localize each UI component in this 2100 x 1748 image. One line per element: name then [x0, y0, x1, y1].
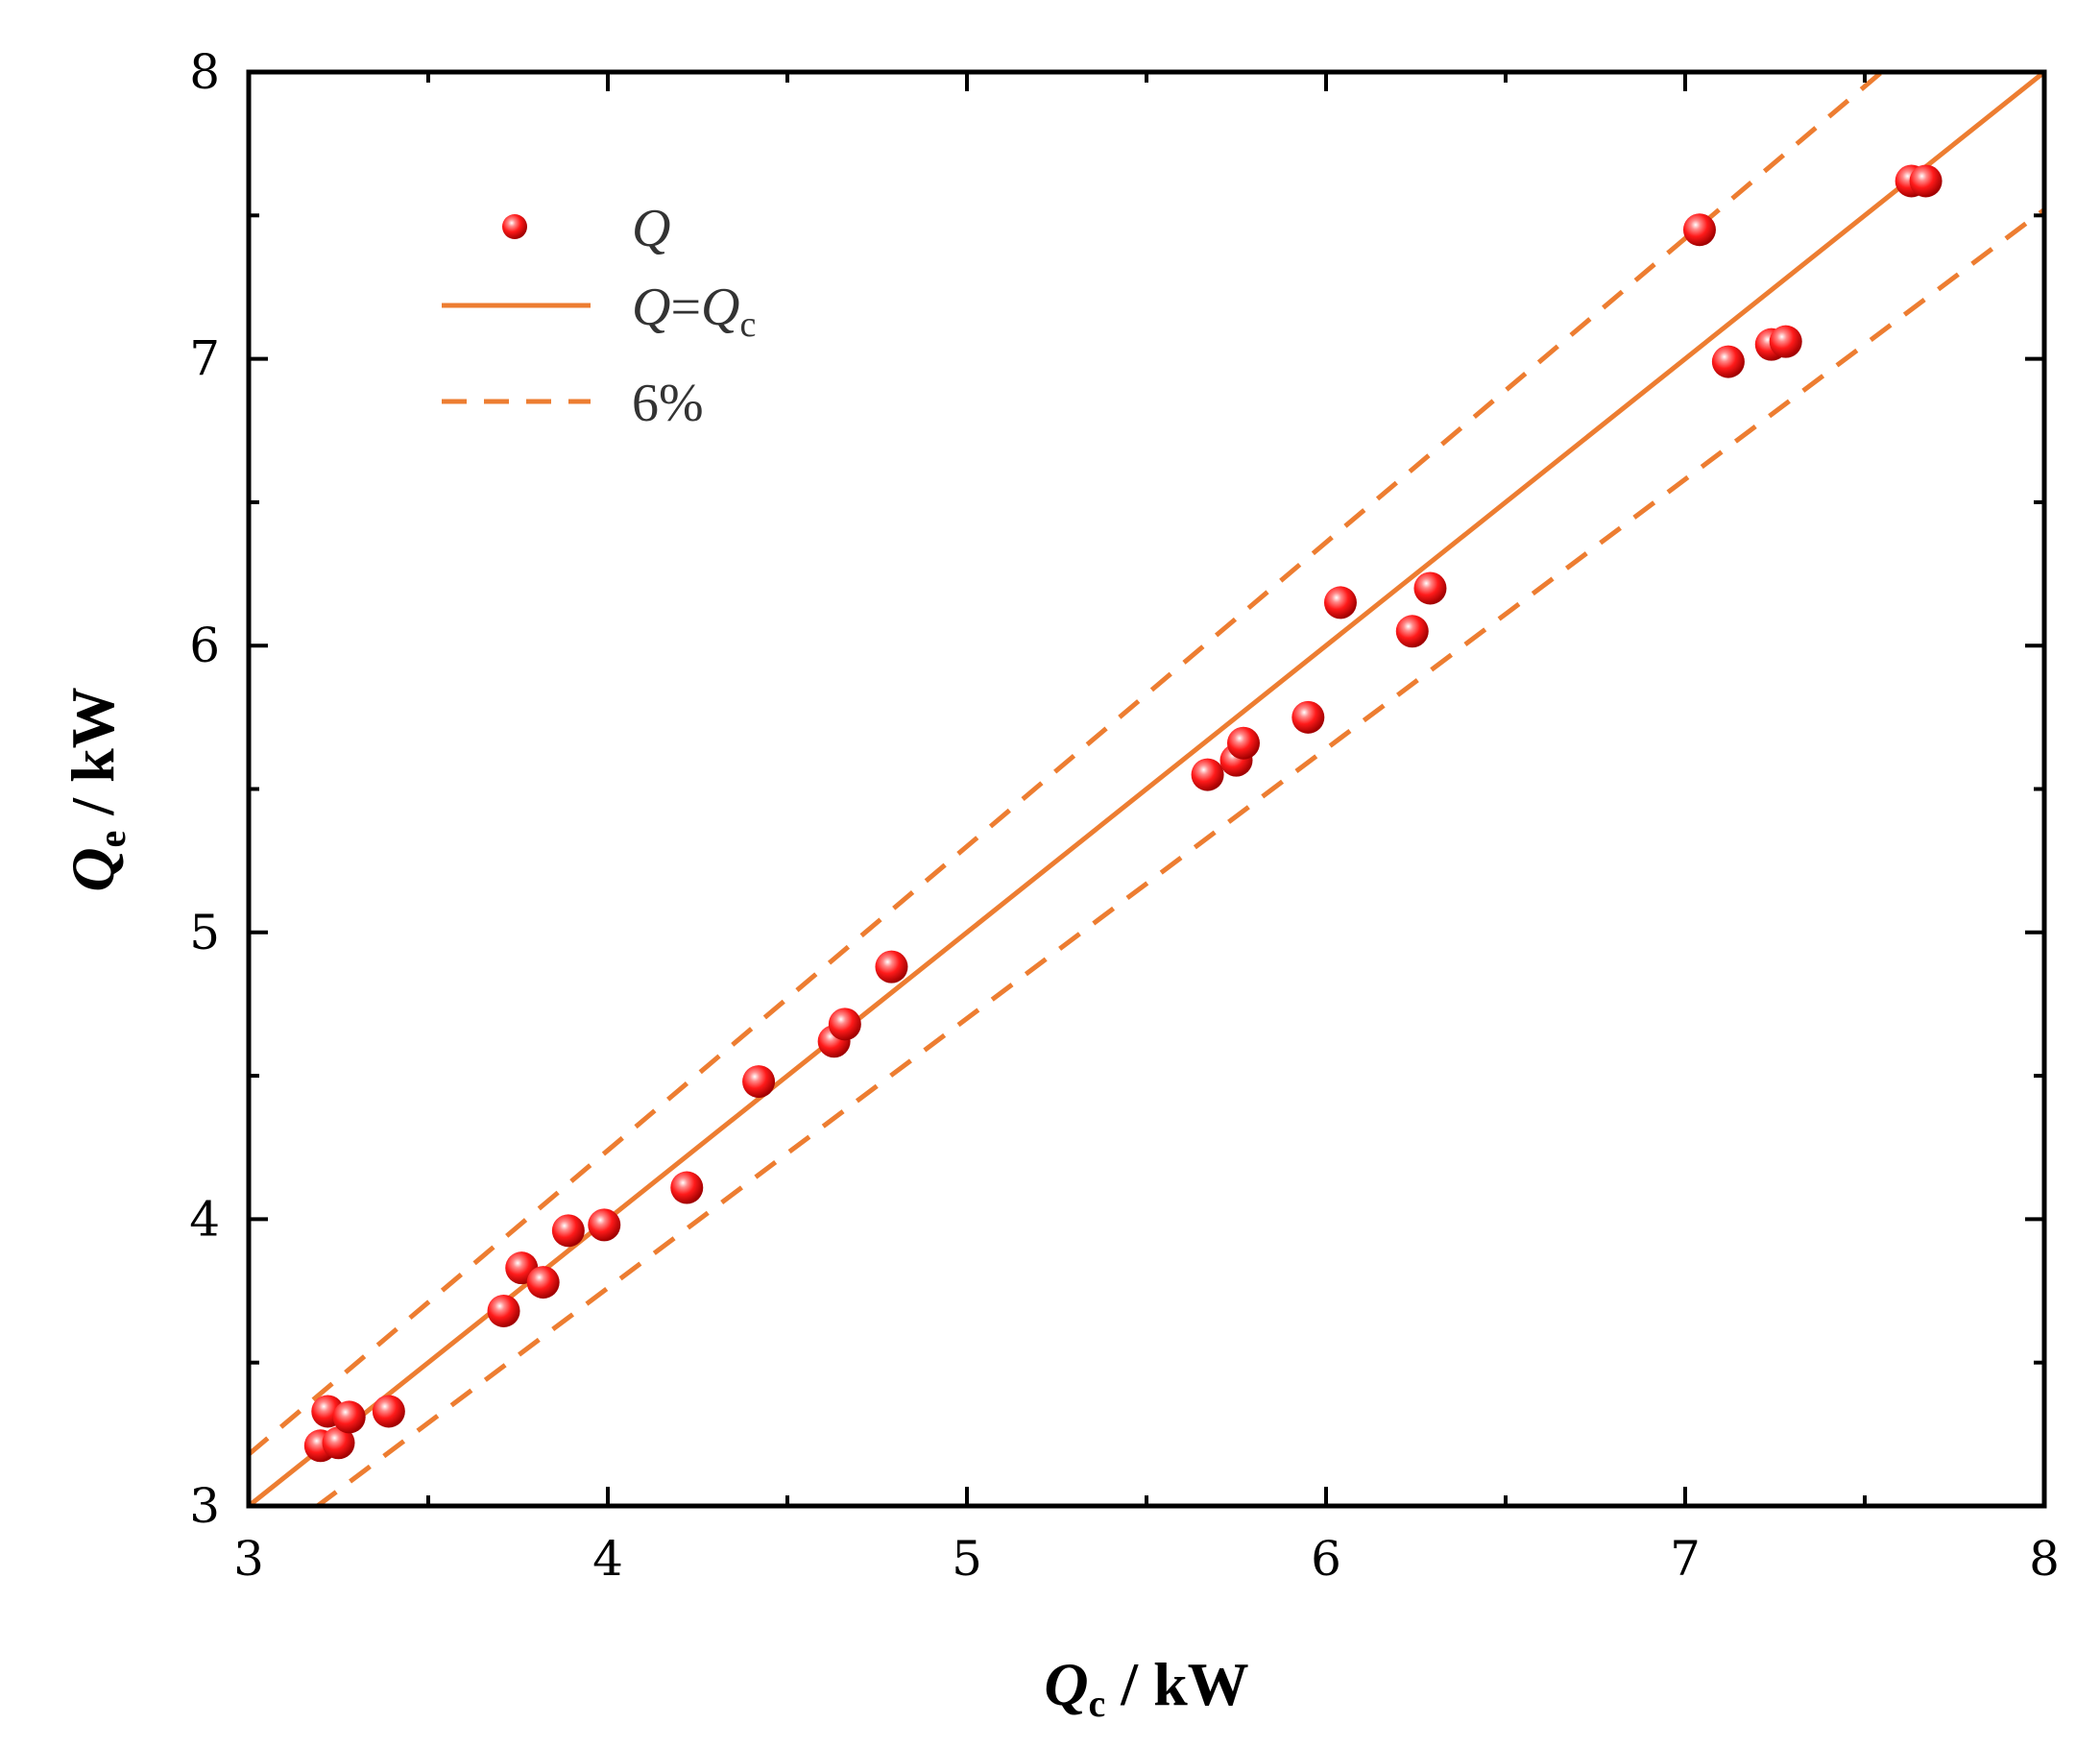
data-point-9: [551, 1214, 585, 1248]
legend-label-q-equals-qc: Q=Qc: [632, 278, 756, 345]
y-tick-label: 7: [189, 331, 220, 387]
legend-label-q: Q: [632, 199, 670, 258]
legend: Q Q=Qc 6%: [442, 199, 756, 433]
axes: 3 4 5 6 7 8 3 4 5 6 7 8: [189, 44, 2060, 1587]
data-point-22: [1413, 571, 1447, 605]
legend-label-6-percent: 6%: [632, 374, 704, 433]
data-point-10: [588, 1208, 621, 1242]
data-point-6: [487, 1294, 520, 1327]
y-tick-label: 6: [189, 618, 220, 673]
x-tick-label: 4: [592, 1531, 623, 1587]
data-point-16: [1191, 758, 1224, 791]
legend-marker-icon: [502, 214, 527, 239]
data-point-4: [332, 1400, 366, 1434]
data-point-19: [1291, 700, 1325, 734]
data-point-26: [1769, 325, 1802, 358]
x-tick-label: 5: [952, 1531, 982, 1587]
data-point-12: [742, 1065, 776, 1099]
data-point-23: [1682, 213, 1716, 247]
data-point-11: [670, 1171, 704, 1204]
data-point-8: [526, 1266, 560, 1299]
x-tick-label: 3: [233, 1531, 264, 1587]
data-point-20: [1323, 586, 1357, 619]
data-point-24: [1711, 345, 1745, 378]
identity-line: [249, 72, 2044, 1506]
x-axis-title: Qc / kW: [1044, 1650, 1248, 1725]
y-tick-label: 4: [189, 1191, 220, 1247]
data-point-14: [828, 1008, 861, 1041]
data-point-3: [322, 1426, 355, 1460]
data-point-28: [1909, 164, 1943, 198]
x-tick-label: 7: [1670, 1531, 1701, 1587]
x-tick-label: 6: [1311, 1531, 1341, 1587]
data-point-21: [1395, 615, 1429, 648]
y-axis-title: Qe / kW: [59, 687, 133, 891]
data-points: [303, 164, 1943, 1463]
tolerance-line-1: [249, 72, 1886, 1457]
tolerance-line-2: [313, 207, 2044, 1506]
x-tick-label: 8: [2029, 1531, 2060, 1587]
y-tick-label: 5: [189, 905, 220, 960]
data-point-18: [1226, 726, 1260, 760]
data-point-15: [875, 950, 908, 983]
y-tick-label: 8: [189, 44, 220, 100]
y-tick-label: 3: [189, 1478, 220, 1534]
data-point-5: [372, 1395, 405, 1428]
